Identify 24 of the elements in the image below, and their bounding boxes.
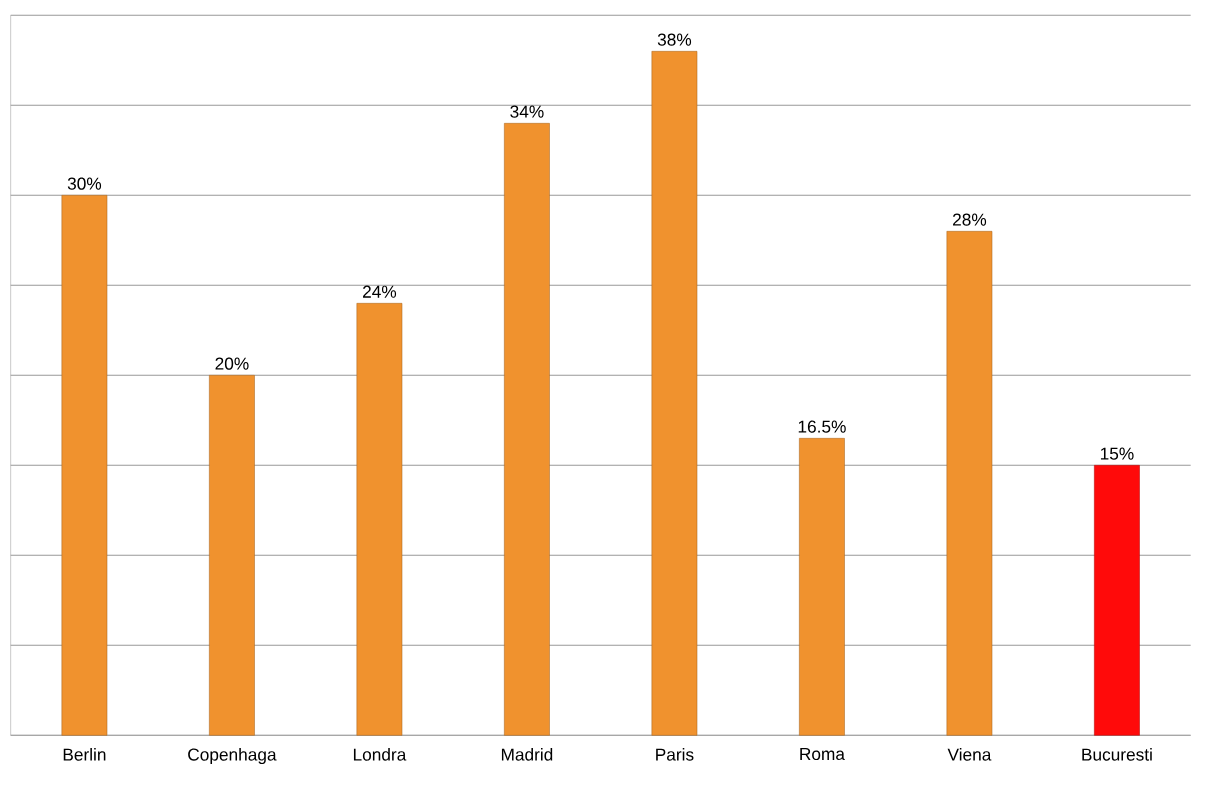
data-label: 28%	[953, 213, 987, 226]
bar	[651, 51, 698, 736]
data-label: 16.5%	[798, 420, 846, 433]
data-label: 30%	[67, 177, 102, 190]
x-tick-label: Roma	[800, 748, 845, 761]
bar	[356, 303, 403, 736]
data-label: 38%	[657, 33, 692, 46]
bar	[504, 123, 550, 736]
x-tick-label: Copenhaga	[188, 747, 277, 765]
bar	[209, 375, 255, 736]
x-tick-label: Berlin	[63, 747, 106, 761]
data-label: 15%	[1100, 447, 1134, 460]
x-tick-label: Bucuresti	[1082, 747, 1152, 761]
data-label: 34%	[510, 105, 544, 118]
x-tick-label: Londra	[353, 747, 407, 761]
bar	[1094, 465, 1140, 736]
x-tick-label: Paris	[656, 747, 694, 761]
bar	[946, 231, 993, 736]
x-tick-label: Viena	[947, 747, 992, 761]
data-label: 20%	[215, 357, 249, 370]
data-label: 24%	[363, 285, 397, 298]
x-tick-label: Madrid	[501, 747, 553, 761]
bar	[61, 195, 108, 736]
bar	[799, 438, 845, 736]
